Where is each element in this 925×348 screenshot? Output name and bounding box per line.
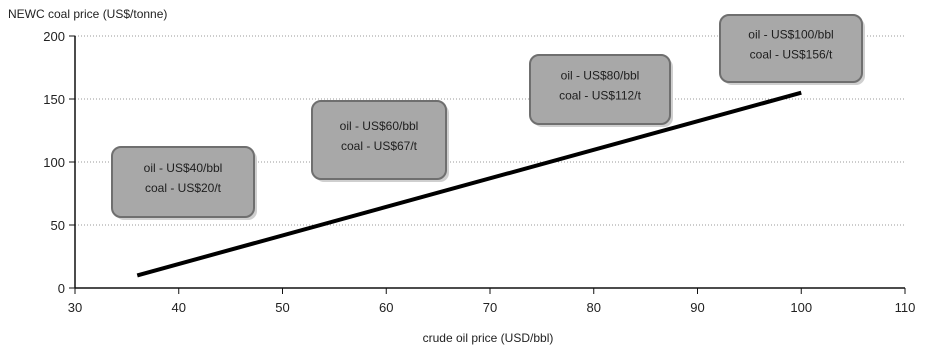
y-tick-label: 50 [51,218,65,233]
annotation-text: coal - US$112/t [559,89,641,103]
annotation-box: oil - US$100/bbl coal - US$156/t [719,14,865,85]
annotation-background [719,14,863,83]
annotation-text: coal - US$20/t [145,181,222,195]
annotation-box: oil - US$80/bbl coal - US$112/t [529,54,673,127]
x-tick-label: 110 [895,300,916,315]
x-tick-label: 50 [275,300,289,315]
series-layer [136,90,802,278]
x-tick-label: 30 [68,300,82,315]
annotation-background [111,146,255,218]
x-axis-ticks: 30 40 50 60 70 80 90 100 110 [68,288,916,315]
y-tick-label: 100 [43,155,65,170]
x-tick-label: 40 [172,300,186,315]
annotation-text: oil - US$60/bbl [340,119,419,133]
x-axis-title: crude oil price (USD/bbl) [423,331,554,345]
y-axis-title: NEWC coal price (US$/tonne) [8,7,167,21]
annotation-box: oil - US$60/bbl coal - US$67/t [311,100,449,182]
annotation-text: oil - US$40/bbl [144,161,223,175]
series-line [136,90,802,278]
x-tick-label: 70 [483,300,497,315]
y-tick-label: 150 [43,92,65,107]
x-tick-label: 80 [587,300,601,315]
annotation-text: coal - US$67/t [341,139,418,153]
annotation-background [311,100,447,180]
y-tick-label: 0 [58,281,65,296]
annotations-layer: oil - US$40/bbl coal - US$20/t oil - US$60… [111,14,865,220]
annotation-box: oil - US$40/bbl coal - US$20/t [111,146,257,220]
y-axis-ticks: 0 50 100 150 200 [43,29,75,296]
annotation-text: oil - US$100/bbl [748,28,833,42]
x-tick-label: 60 [379,300,393,315]
x-tick-label: 90 [690,300,704,315]
x-tick-label: 100 [790,300,812,315]
annotation-background [529,54,671,125]
annotation-text: oil - US$80/bbl [561,69,640,83]
y-tick-label: 200 [43,29,65,44]
annotation-text: coal - US$156/t [750,48,833,62]
